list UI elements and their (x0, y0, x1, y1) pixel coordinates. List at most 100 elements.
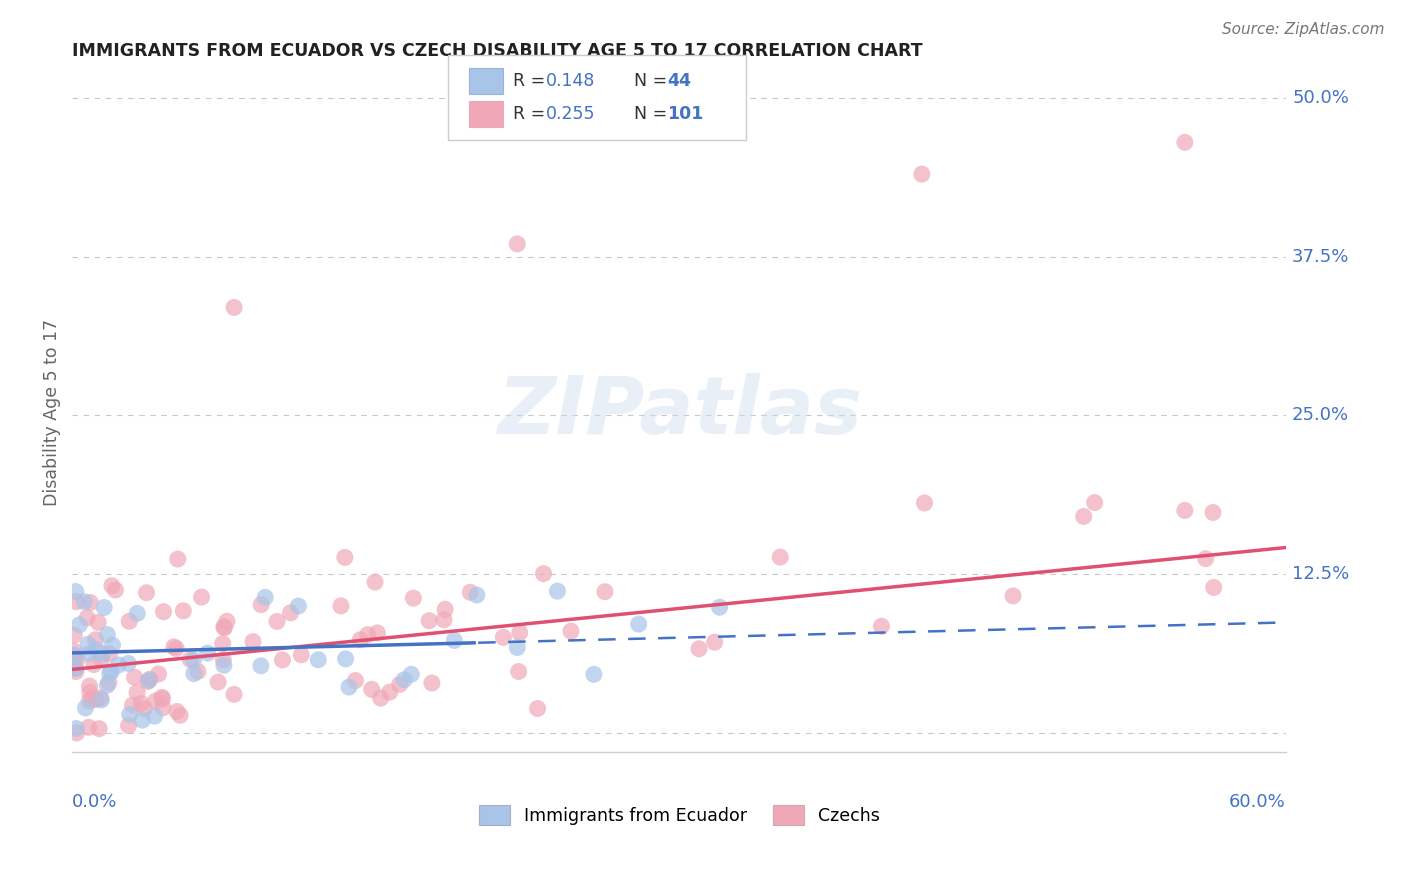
Y-axis label: Disability Age 5 to 17: Disability Age 5 to 17 (44, 318, 60, 506)
Text: N =: N = (634, 72, 673, 90)
Point (492, 631, 515, 645)
Point (63, 661, 86, 675)
Point (76, 611, 98, 625)
Point (165, 641, 187, 656)
Point (508, 665, 530, 679)
Point (98, 665, 121, 680)
Point (63, 644, 86, 658)
Point (79, 685, 101, 699)
Point (250, 658, 273, 673)
Point (335, 652, 357, 666)
Point (378, 685, 401, 699)
Point (509, 625, 531, 640)
Legend: Immigrants from Ecuador, Czechs: Immigrants from Ecuador, Czechs (471, 798, 887, 832)
Point (101, 638, 124, 652)
Point (79, 595, 101, 609)
Point (166, 705, 188, 719)
Point (370, 691, 392, 706)
Point (330, 599, 353, 613)
Point (593, 584, 616, 599)
Text: 12.5%: 12.5% (1292, 566, 1350, 583)
Point (1073, 509, 1095, 524)
Point (360, 682, 382, 697)
Point (1002, 589, 1025, 603)
Point (97, 675, 120, 690)
Text: 37.5%: 37.5% (1292, 248, 1350, 266)
Point (465, 588, 488, 602)
Point (222, 301, 245, 315)
Text: ZIPatlas: ZIPatlas (496, 373, 862, 451)
Point (1202, 505, 1225, 519)
Text: 25.0%: 25.0% (1292, 407, 1350, 425)
Point (187, 665, 209, 679)
Point (212, 620, 235, 634)
Point (96, 627, 118, 641)
Point (183, 666, 205, 681)
Point (96, 678, 118, 692)
Text: Source: ZipAtlas.com: Source: ZipAtlas.com (1222, 22, 1385, 37)
Text: 0.255: 0.255 (546, 105, 595, 123)
Point (242, 634, 264, 648)
Point (582, 667, 605, 681)
Point (148, 667, 170, 681)
Point (87, 615, 110, 630)
Point (911, 167, 934, 181)
Point (163, 640, 186, 654)
Point (460, 585, 482, 599)
Point (870, 619, 893, 633)
FancyBboxPatch shape (449, 55, 745, 140)
Point (364, 575, 387, 590)
Point (89, 722, 111, 736)
Point (90, 693, 112, 707)
Point (250, 598, 273, 612)
Point (135, 585, 157, 599)
Point (179, 652, 201, 666)
Point (63, 628, 86, 642)
Point (533, 566, 555, 581)
Point (307, 653, 329, 667)
Point (211, 637, 233, 651)
Point (117, 657, 139, 671)
Point (357, 627, 380, 641)
Point (104, 582, 127, 597)
Point (79, 647, 101, 661)
Point (131, 713, 153, 727)
Text: 101: 101 (666, 105, 703, 123)
Point (152, 700, 174, 714)
Point (560, 624, 582, 639)
Point (337, 680, 360, 694)
Point (63, 654, 86, 668)
Point (65, 665, 87, 679)
Point (77, 694, 100, 708)
Point (506, 236, 529, 251)
Point (388, 677, 411, 691)
Point (349, 632, 371, 647)
Text: 60.0%: 60.0% (1229, 793, 1286, 811)
Point (266, 615, 288, 629)
Text: R =: R = (513, 105, 551, 123)
Point (90, 690, 112, 705)
Point (703, 635, 725, 649)
Point (215, 615, 238, 629)
Point (134, 701, 156, 715)
Point (98, 647, 121, 661)
Point (118, 615, 141, 629)
Point (433, 613, 456, 627)
Text: 0.0%: 0.0% (72, 793, 118, 811)
Point (107, 657, 129, 672)
Point (63, 648, 86, 663)
Point (627, 617, 650, 632)
Point (197, 646, 219, 660)
Point (66, 652, 89, 666)
Point (1174, 503, 1197, 517)
Point (125, 685, 148, 699)
Point (212, 653, 235, 667)
Point (124, 670, 146, 684)
Text: R =: R = (513, 72, 551, 90)
Point (280, 606, 302, 620)
Text: N =: N = (634, 105, 673, 123)
Point (69, 617, 91, 632)
Point (143, 709, 166, 723)
Point (91, 647, 114, 661)
Text: IMMIGRANTS FROM ECUADOR VS CZECH DISABILITY AGE 5 TO 17 CORRELATION CHART: IMMIGRANTS FROM ECUADOR VS CZECH DISABIL… (72, 42, 922, 60)
